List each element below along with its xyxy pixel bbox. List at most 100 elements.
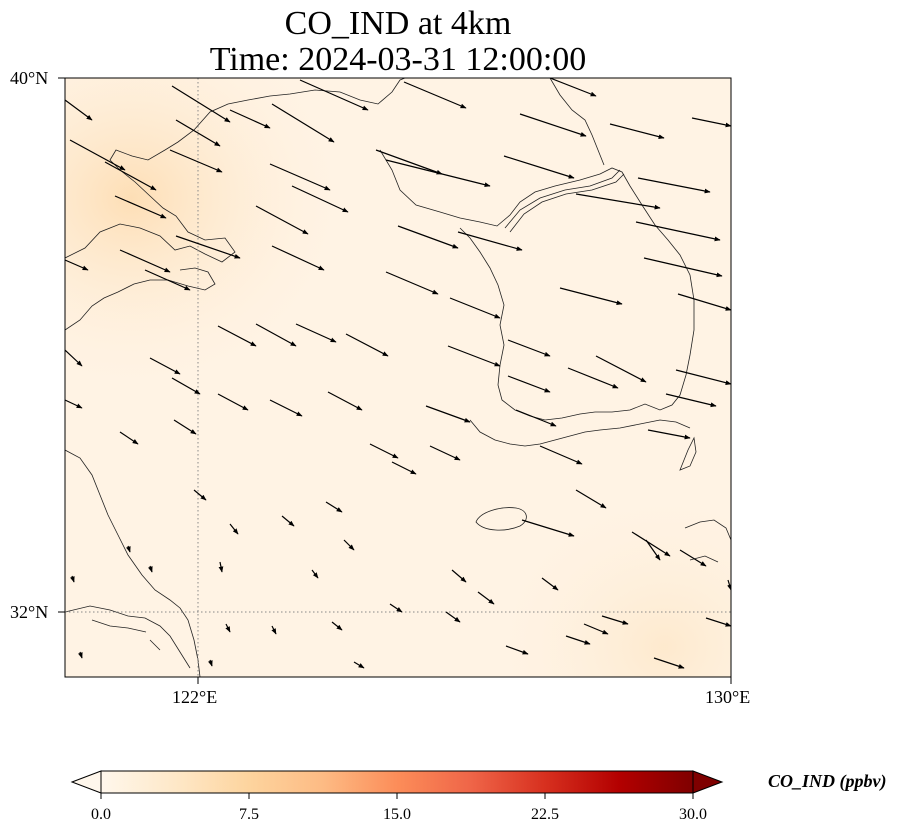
wind-arrow <box>169 149 223 173</box>
wind-arrow <box>65 99 93 121</box>
wind-arrow <box>217 393 249 411</box>
wind-arrow <box>331 621 343 631</box>
wind-arrow <box>601 615 629 625</box>
coastline-korea-northeast <box>549 78 605 166</box>
wind-arrow <box>225 623 231 633</box>
coastline-shandong <box>65 267 216 331</box>
wind-arrow <box>425 405 471 423</box>
wind-arrow <box>171 85 231 123</box>
colorbar-tick-label-3: 22.5 <box>531 806 559 823</box>
map-frame <box>64 77 732 678</box>
wind-arrow <box>519 113 587 137</box>
wind-arrow <box>65 399 83 409</box>
yalu-river <box>504 169 625 233</box>
lon-label-122: 122°E <box>172 687 218 707</box>
wind-arrow <box>325 501 343 513</box>
wind-arrow <box>229 109 271 129</box>
wind-arrow <box>507 375 551 393</box>
colorbar-label: CO_IND (ppbv) <box>768 771 887 791</box>
wind-arrow <box>69 139 126 171</box>
wind-arrow <box>343 539 355 551</box>
wind-arrow <box>327 391 363 411</box>
wind-arrow <box>477 591 495 605</box>
wind-arrow <box>675 369 731 385</box>
wind-arrow <box>269 163 331 191</box>
wind-arrow <box>389 603 403 613</box>
wind-arrow <box>255 205 309 235</box>
concentration-hotspot-south <box>65 78 731 677</box>
colorbar-tick-label-2: 15.0 <box>383 806 411 823</box>
wind-arrow <box>353 661 365 669</box>
wind-arrow <box>149 357 181 375</box>
wind-arrow <box>119 431 139 445</box>
wind-arrow <box>449 297 501 319</box>
colorbar-tick-label-0: 0.0 <box>91 806 111 823</box>
wind-arrow <box>375 149 443 175</box>
colorbar-tick-label-1: 7.5 <box>239 806 259 823</box>
tsushima-island <box>679 436 697 471</box>
wind-arrow <box>385 271 439 295</box>
colorbar-tick-label-4: 30.0 <box>679 806 707 823</box>
wind-arrow <box>541 577 559 591</box>
wind-arrow <box>643 257 723 278</box>
wind-arrow <box>114 195 167 219</box>
wind-arrow <box>65 259 89 271</box>
wind-arrow <box>505 645 529 655</box>
colorbar-gradient <box>100 770 694 794</box>
wind-arrow <box>269 399 303 417</box>
wind-arrow <box>229 523 239 535</box>
wind-arrow <box>385 159 491 188</box>
wind-arrow <box>647 429 691 440</box>
map-timestamp: Time: 2024-03-31 12:00:00 <box>209 41 587 78</box>
wind-arrow <box>665 393 717 408</box>
wind-arrow <box>144 269 191 291</box>
wind-arrow <box>291 185 349 213</box>
wind-arrow <box>447 345 501 367</box>
wind-arrow <box>645 539 661 561</box>
wind-arrow <box>567 367 619 389</box>
wind-arrow <box>451 569 467 583</box>
wind-arrow <box>175 235 241 259</box>
wind-arrow <box>148 565 153 573</box>
wind-arrow <box>119 249 171 273</box>
wind-arrow <box>503 155 575 179</box>
wind-arrow <box>104 161 157 191</box>
wind-arrow <box>217 325 257 347</box>
wind-arrow <box>445 611 461 623</box>
wind-arrow <box>175 119 221 147</box>
wind-arrow <box>70 575 75 583</box>
wind-arrow <box>218 561 224 573</box>
wind-arrow <box>565 635 591 645</box>
jeju-island <box>475 507 527 531</box>
axis-ticks <box>58 77 732 684</box>
wind-arrow <box>345 333 389 357</box>
wind-arrow <box>539 445 583 465</box>
wind-arrow <box>637 177 711 194</box>
lat-label-32: 32°N <box>10 602 49 622</box>
wind-arrow <box>583 623 609 635</box>
wind-arrow <box>429 445 461 461</box>
wind-arrow <box>677 293 731 311</box>
wind-arrow <box>549 78 597 97</box>
wind-arrow <box>126 545 131 553</box>
wind-arrow <box>397 225 459 249</box>
wind-arrow <box>295 323 337 343</box>
wind-arrow <box>595 355 647 383</box>
wind-arrow <box>403 81 467 109</box>
wind-arrow <box>631 531 671 557</box>
wind-arrow <box>559 287 623 305</box>
colorbar <box>70 770 724 799</box>
yangtze-mouth <box>65 605 191 669</box>
wind-vectors <box>65 78 731 669</box>
wind-arrow <box>255 323 297 347</box>
wind-arrow <box>65 349 83 367</box>
wind-arrow <box>271 245 325 271</box>
wind-arrow <box>271 103 335 143</box>
wind-arrow <box>78 651 83 659</box>
wind-arrow <box>281 515 295 527</box>
wind-arrow <box>271 625 277 635</box>
coastline-jiangsu <box>65 449 201 677</box>
map-panel <box>58 77 732 684</box>
wind-arrow <box>705 617 731 627</box>
